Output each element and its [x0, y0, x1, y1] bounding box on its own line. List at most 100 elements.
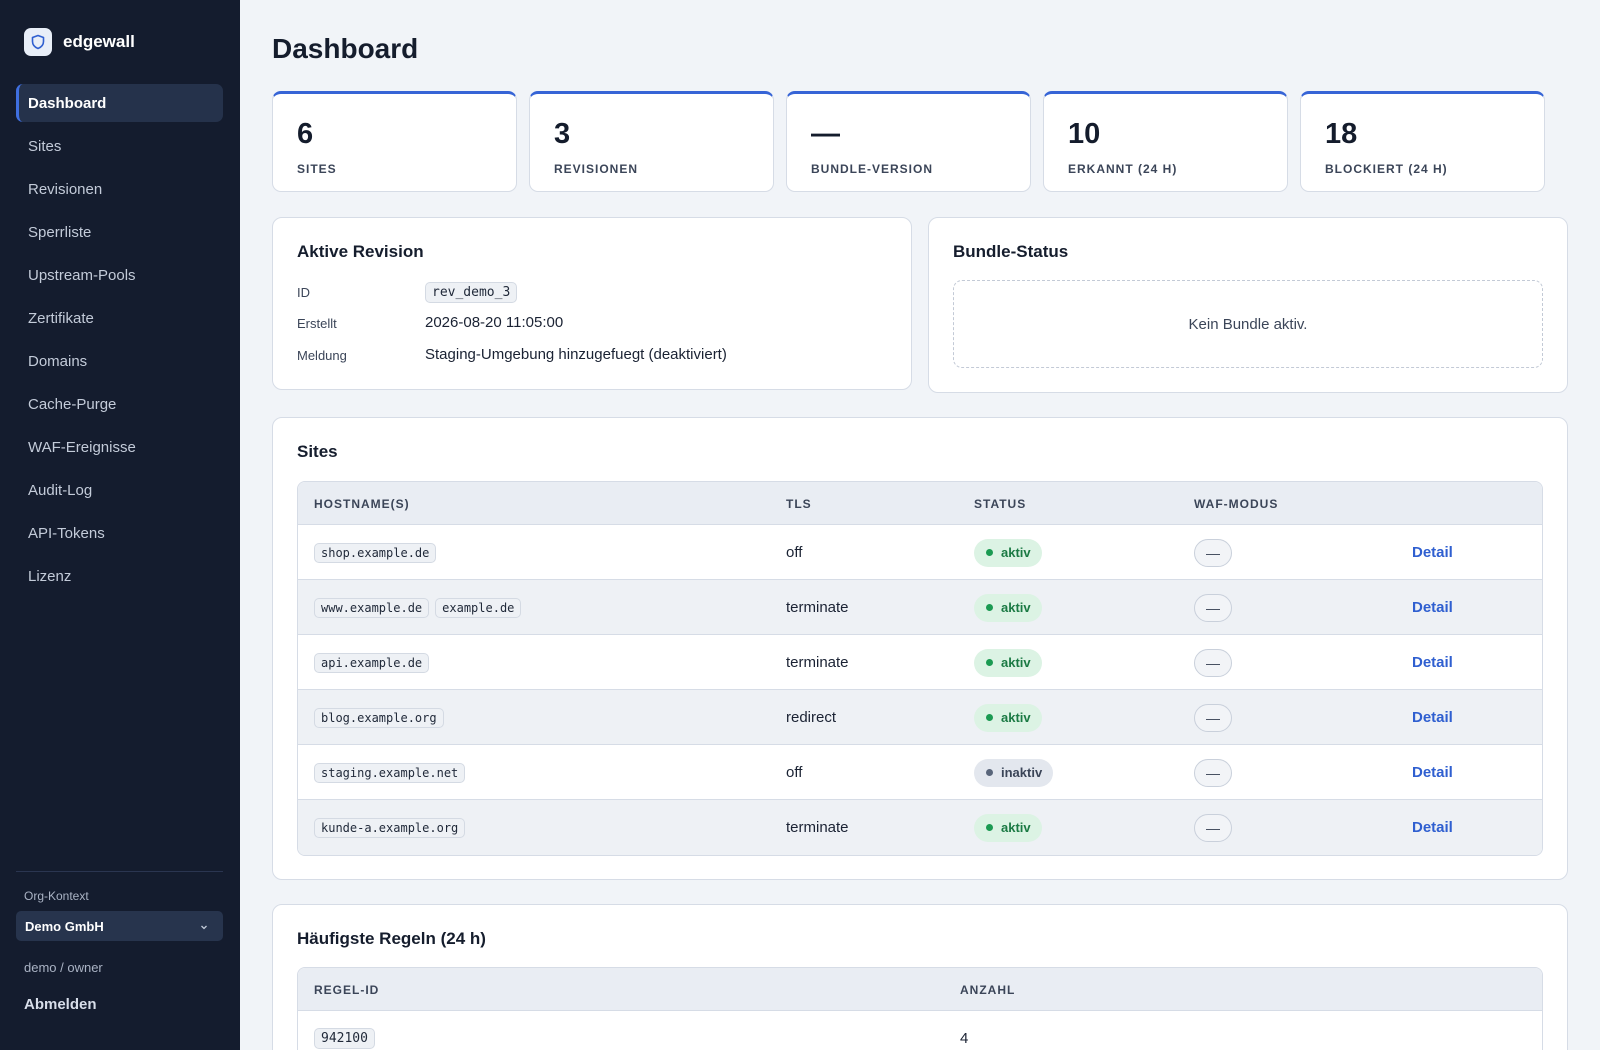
- card-title: Häufigste Regeln (24 h): [297, 929, 486, 948]
- sidebar-item-sites[interactable]: Sites: [28, 137, 62, 155]
- column-header-waf-mode[interactable]: WAF-MODUS: [1194, 497, 1279, 511]
- rules-table: REGEL-ID ANZAHL 942100 4: [297, 967, 1543, 1050]
- sidebar-item-waf-ereignisse[interactable]: WAF-Ereignisse: [28, 438, 136, 456]
- card-title: Aktive Revision: [297, 242, 424, 261]
- shield-icon: [24, 28, 52, 56]
- waf-mode-badge: —: [1194, 648, 1232, 677]
- sidebar-item-dashboard[interactable]: Dashboard: [16, 84, 223, 122]
- active-revision-card: Aktive Revision ID rev_demo_3 Erstellt 2…: [272, 217, 912, 390]
- waf-mode-badge: —: [1194, 703, 1232, 732]
- sidebar-item-api-tokens[interactable]: API-Tokens: [28, 524, 105, 542]
- table-header: REGEL-ID ANZAHL: [298, 968, 1542, 1011]
- sidebar: edgewall Dashboard Sites Revisionen Sperrli…: [0, 0, 240, 1050]
- status-text: aktiv: [1001, 545, 1031, 560]
- status-badge: aktiv: [974, 648, 1042, 677]
- waf-mode-badge: —: [1194, 593, 1232, 622]
- hostname-chip: example.de: [435, 597, 522, 618]
- column-header-hostnames[interactable]: HOSTNAME(S): [314, 497, 410, 511]
- table-header: HOSTNAME(S) TLS STATUS WAF-MODUS: [298, 482, 1542, 525]
- rule-id-cell: 942100: [314, 1011, 381, 1050]
- tls-cell: off: [786, 544, 803, 561]
- revision-message-label: Meldung: [297, 348, 347, 363]
- sidebar-item-zertifikate[interactable]: Zertifikate: [28, 309, 94, 327]
- column-header-count[interactable]: ANZAHL: [960, 983, 1016, 997]
- app-name: edgewall: [63, 32, 135, 51]
- hostnames-cell: shop.example.de: [314, 525, 442, 580]
- tls-cell: off: [786, 764, 803, 781]
- table-row: www.example.de example.de terminate aktiv — D…: [298, 580, 1542, 635]
- status-text: aktiv: [1001, 710, 1031, 725]
- stat-label: SITES: [297, 162, 337, 176]
- tls-cell: terminate: [786, 599, 849, 616]
- column-header-tls[interactable]: TLS: [786, 497, 812, 511]
- detail-link[interactable]: Detail: [1412, 599, 1453, 616]
- status-cell: aktiv: [974, 690, 1042, 745]
- status-dot-icon: [986, 714, 993, 721]
- stat-card: 18 BLOCKIERT (24 H): [1300, 91, 1545, 192]
- status-text: aktiv: [1001, 655, 1031, 670]
- org-context-label: Org-Kontext: [24, 889, 89, 903]
- revision-message: Staging-Umgebung hinzugefuegt (deaktivie…: [425, 346, 727, 363]
- stat-label: BUNDLE-VERSION: [811, 162, 934, 176]
- sidebar-item-revisionen[interactable]: Revisionen: [28, 180, 103, 198]
- status-cell: aktiv: [974, 525, 1042, 580]
- sidebar-nav: Dashboard Sites Revisionen Sperrliste Upstre…: [16, 84, 223, 600]
- org-context-value: Demo GmbH: [25, 918, 104, 934]
- status-dot-icon: [986, 659, 993, 666]
- logout-button[interactable]: Abmelden: [24, 996, 97, 1013]
- card-title: Sites: [297, 442, 338, 461]
- sidebar-item-cache-purge[interactable]: Cache-Purge: [28, 395, 117, 413]
- hostnames-cell: kunde-a.example.org: [314, 800, 471, 855]
- waf-mode-badge: —: [1194, 813, 1232, 842]
- detail-link[interactable]: Detail: [1412, 544, 1453, 561]
- stat-label: REVISIONEN: [554, 162, 639, 176]
- stat-value: —: [811, 118, 840, 150]
- org-context-select[interactable]: Demo GmbH: [16, 911, 223, 941]
- detail-cell: Detail: [1412, 525, 1453, 580]
- sidebar-divider: [16, 871, 223, 872]
- status-cell: aktiv: [974, 800, 1042, 855]
- stat-value: 18: [1325, 118, 1358, 150]
- hostname-chip: api.example.de: [314, 652, 430, 673]
- brand[interactable]: edgewall: [24, 28, 135, 56]
- status-badge: aktiv: [974, 813, 1042, 842]
- stat-value: 3: [554, 118, 571, 150]
- table-body: 942100 4: [298, 1011, 1542, 1050]
- table-body: shop.example.de off aktiv — Detail www.exampl…: [298, 525, 1542, 855]
- stat-label: BLOCKIERT (24 H): [1325, 162, 1448, 176]
- status-text: inaktiv: [1001, 765, 1043, 780]
- status-badge: aktiv: [974, 593, 1042, 622]
- sidebar-item-audit-log[interactable]: Audit-Log: [28, 481, 93, 499]
- detail-cell: Detail: [1412, 745, 1453, 800]
- status-text: aktiv: [1001, 600, 1031, 615]
- tls-cell: terminate: [786, 819, 849, 836]
- status-dot-icon: [986, 549, 993, 556]
- stat-label: ERKANNT (24 H): [1068, 162, 1178, 176]
- stat-card: 6 SITES: [272, 91, 517, 192]
- revision-id-label: ID: [297, 285, 310, 300]
- column-header-status[interactable]: STATUS: [974, 497, 1027, 511]
- hostname-chip: blog.example.org: [314, 707, 444, 728]
- sidebar-item-lizenz[interactable]: Lizenz: [28, 567, 72, 585]
- detail-link[interactable]: Detail: [1412, 819, 1453, 836]
- detail-link[interactable]: Detail: [1412, 709, 1453, 726]
- sidebar-item-upstream-pools[interactable]: Upstream-Pools: [28, 266, 136, 284]
- status-badge: inaktiv: [974, 758, 1054, 787]
- status-cell: aktiv: [974, 635, 1042, 690]
- status-dot-icon: [986, 824, 993, 831]
- tls-cell: redirect: [786, 709, 837, 726]
- sites-card: Sites HOSTNAME(S) TLS STATUS WAF-MODUS s…: [272, 417, 1568, 880]
- stat-value: 10: [1068, 118, 1101, 150]
- detail-link[interactable]: Detail: [1412, 654, 1453, 671]
- sites-table: HOSTNAME(S) TLS STATUS WAF-MODUS shop.ex…: [297, 481, 1543, 856]
- waf-mode-cell: —: [1194, 800, 1232, 855]
- detail-link[interactable]: Detail: [1412, 764, 1453, 781]
- hostname-chip: shop.example.de: [314, 542, 437, 563]
- waf-mode-cell: —: [1194, 745, 1232, 800]
- sidebar-item-sperrliste[interactable]: Sperrliste: [28, 223, 92, 241]
- status-dot-icon: [986, 604, 993, 611]
- stat-card: 3 REVISIONEN: [529, 91, 774, 192]
- column-header-rule-id[interactable]: REGEL-ID: [314, 983, 380, 997]
- table-row: api.example.de terminate aktiv — Detail: [298, 635, 1542, 690]
- sidebar-item-domains[interactable]: Domains: [28, 352, 88, 370]
